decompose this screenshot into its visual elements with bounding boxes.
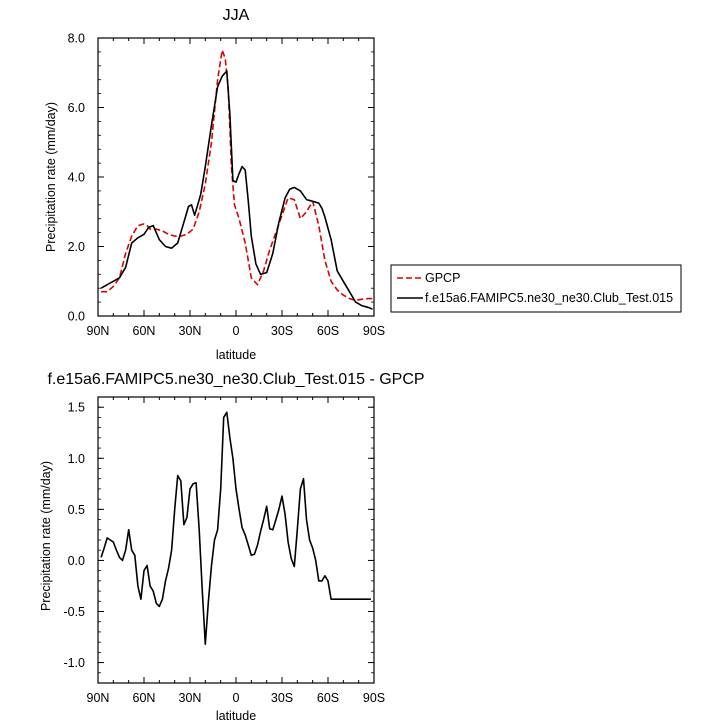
bottom-x-axis-label: latitude <box>216 709 256 723</box>
top-x-axis-label: latitude <box>216 348 256 362</box>
top-x-tick-label: 30S <box>271 324 293 338</box>
bottom-y-tick-label: 0.5 <box>68 503 85 517</box>
bottom-x-tick-label: 90S <box>363 691 385 705</box>
bottom-y-tick-label: -0.5 <box>63 605 85 619</box>
top-series-line-1 <box>100 70 373 310</box>
top-x-tick-label: 90N <box>87 324 110 338</box>
bottom-y-tick-label: 1.5 <box>68 401 85 415</box>
top-x-tick-label: 0 <box>233 324 240 338</box>
bottom-y-tick-label: 0.0 <box>68 554 85 568</box>
bottom-x-tick-label: 60S <box>317 691 339 705</box>
top-x-tick-label: 60S <box>317 324 339 338</box>
top-panel: JJA 90N 60N 30N 0 30S 60S 90S 0.0 2.0 4.0 6.0 8.0 l… <box>44 7 682 362</box>
top-plot-area: 90N 60N 30N 0 30S 60S 90S 0.0 2.0 4.0 6.0 8.0 <box>68 32 386 339</box>
bottom-y-axis-label: Precipitation rate (mm/day) <box>39 461 53 611</box>
bottom-plot-frame <box>97 396 375 684</box>
bottom-x-tick-label: 90N <box>87 691 110 705</box>
top-x-tick-label: 90S <box>363 324 385 338</box>
legend-label-model: f.e15a6.FAMIPC5.ne30_ne30.Club_Test.015 <box>425 291 673 305</box>
top-series-line-0 <box>101 49 373 302</box>
top-y-tick-label: 0.0 <box>68 310 85 324</box>
top-x-tick-label: 30N <box>179 324 202 338</box>
top-y-tick-label: 6.0 <box>68 101 85 115</box>
bottom-plot-area: 90N 60N 30N 0 30S 60S 90S -1.0 -0.5 0.0 0.5 1.0 1.5 <box>63 396 385 705</box>
top-y-tick-label: 8.0 <box>68 32 85 46</box>
top-plot-frame <box>97 37 375 317</box>
top-y-axis-label: Precipitation rate (mm/day) <box>44 102 58 252</box>
top-x-tick-label: 60N <box>133 324 156 338</box>
top-y-tick-label: 4.0 <box>68 171 85 185</box>
bottom-y-tick-label: 1.0 <box>68 452 85 466</box>
bottom-chart-title: f.e15a6.FAMIPC5.ne30_ne30.Club_Test.015 … <box>47 371 424 388</box>
top-y-tick-label: 2.0 <box>68 240 85 254</box>
legend-box <box>390 264 682 313</box>
bottom-panel: f.e15a6.FAMIPC5.ne30_ne30.Club_Test.015 … <box>39 371 425 723</box>
legend: GPCP f.e15a6.FAMIPC5.ne30_ne30.Club_Test… <box>390 264 682 313</box>
bottom-x-tick-label: 30S <box>271 691 293 705</box>
bottom-x-tick-label: 30N <box>179 691 202 705</box>
bottom-x-tick-label: 0 <box>233 691 240 705</box>
legend-label-gpcp: GPCP <box>425 271 460 285</box>
bottom-series-line-0 <box>100 411 371 646</box>
bottom-y-tick-label: -1.0 <box>63 656 85 670</box>
top-chart-title: JJA <box>223 7 250 24</box>
bottom-x-tick-label: 60N <box>133 691 156 705</box>
